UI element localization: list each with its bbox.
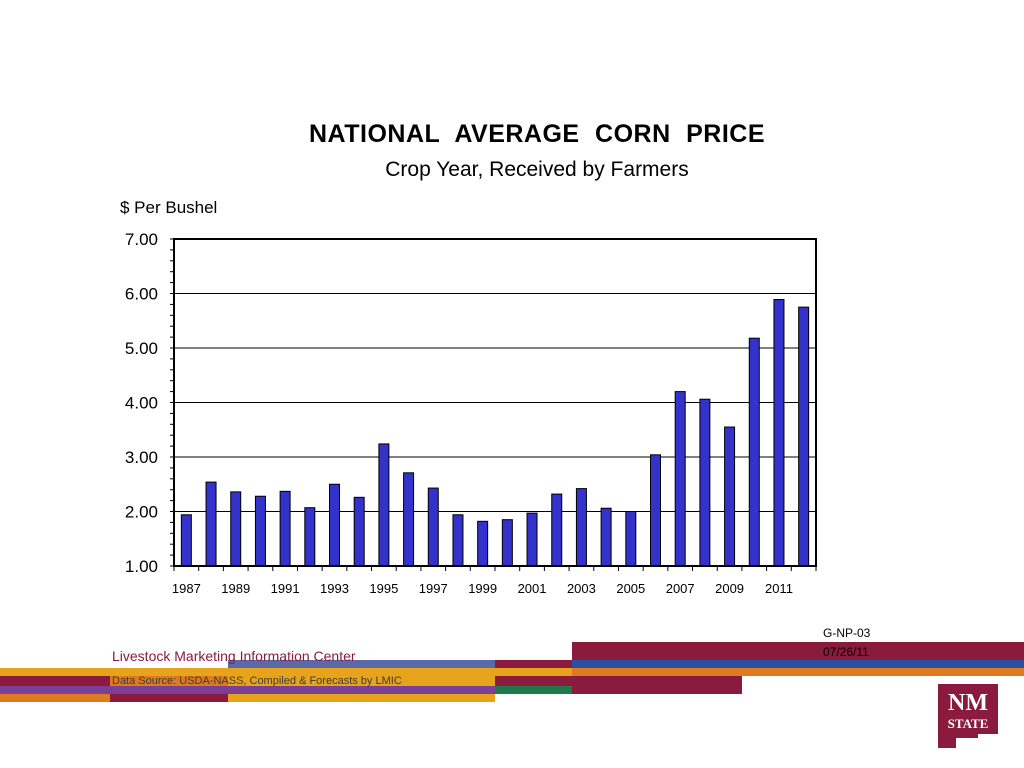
bar-2010: [748, 337, 760, 567]
bar-1995: [378, 443, 390, 567]
data-source: Data Source: USDA-NASS, Compiled & Forec…: [112, 675, 402, 687]
y-tick-label: 6.00: [125, 285, 158, 304]
y-tick-label: 4.00: [125, 394, 158, 413]
bar-2012: [798, 306, 810, 567]
bar-1987: [180, 514, 192, 567]
chart-subtitle: Crop Year, Received by Farmers: [385, 158, 689, 181]
organization-name: Livestock Marketing Information Center: [112, 648, 356, 664]
y-tick-label: 1.00: [125, 557, 158, 576]
bar-2007: [674, 391, 686, 567]
y-tick-label: 7.00: [125, 230, 158, 249]
bar-1988: [205, 481, 217, 567]
bar-1993: [329, 483, 340, 567]
bar-1992: [304, 507, 316, 567]
x-tick-label: 2005: [616, 581, 645, 596]
x-tick-label: 2001: [518, 581, 547, 596]
bar-2001: [526, 512, 538, 567]
x-tick-label: 2009: [715, 581, 744, 596]
bar-1997: [427, 487, 439, 567]
logo-nm-text: NM: [948, 690, 988, 716]
y-tick-label: 3.00: [125, 448, 158, 467]
x-tick-label: 1999: [468, 581, 497, 596]
y-axis-label: $ Per Bushel: [120, 198, 218, 217]
bar-1999: [477, 520, 489, 567]
x-tick-label: 2007: [666, 581, 695, 596]
chart-title: NATIONAL AVERAGE CORN PRICE: [308, 120, 766, 148]
chart-code: G-NP-03: [823, 626, 871, 640]
bar-1990: [254, 495, 266, 567]
bar-2003: [575, 488, 587, 567]
logo-state-text: STATE: [948, 716, 989, 731]
x-tick-label: 1991: [271, 581, 300, 596]
nmsu-logo: NM STATE: [938, 684, 998, 748]
bar-1994: [353, 496, 365, 567]
bar-2005: [625, 511, 637, 567]
bar-2004: [600, 507, 612, 567]
bar-2002: [551, 493, 563, 567]
x-tick-label: 1995: [369, 581, 398, 596]
bar-2000: [501, 519, 513, 567]
bar-2009: [724, 426, 736, 567]
x-tick-label: 2011: [765, 581, 793, 596]
bar-1989: [230, 491, 242, 567]
bar-2011: [773, 298, 785, 567]
bar-1998: [452, 514, 464, 567]
bar-1991: [279, 490, 291, 567]
bar-1996: [403, 472, 415, 567]
plot-area-frame: [173, 238, 817, 567]
x-tick-label: 2003: [567, 581, 596, 596]
x-tick-label: 1989: [221, 581, 250, 596]
bar-2006: [650, 454, 661, 567]
chart-date: 07/26/11: [823, 645, 869, 659]
x-tick-label: 1987: [172, 581, 201, 596]
y-tick-label: 2.00: [125, 503, 158, 522]
bar-2008: [699, 398, 711, 567]
y-tick-label: 5.00: [125, 339, 158, 358]
bar-chart: 1.00 2.00 3.00 4.00 5.00 6.00 7.00 1987 1989 1991…: [125, 230, 817, 596]
x-tick-label: 1997: [419, 581, 448, 596]
x-tick-label: 1993: [320, 581, 349, 596]
